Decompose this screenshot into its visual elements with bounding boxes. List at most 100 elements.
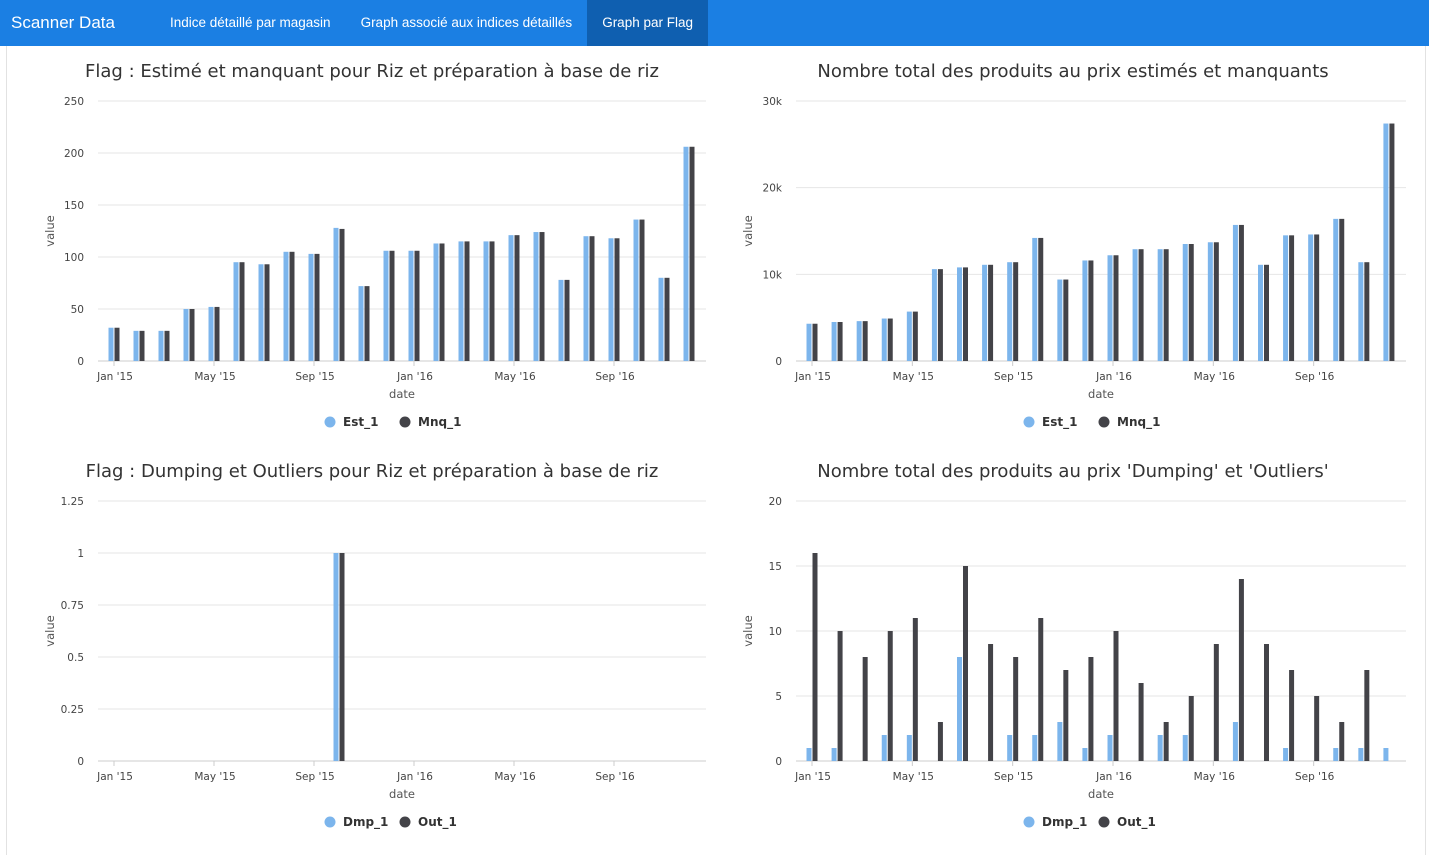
bar-Out_1-Jun '16	[1238, 579, 1244, 761]
chart-estime-manquant-riz: Flag : Estimé et manquant pour Riz et pr…	[43, 61, 706, 430]
bar-Mnq_1-Apr '15	[887, 318, 893, 361]
tab-graph-indices[interactable]: Graph associé aux indices détaillés	[360, 15, 573, 30]
bar-Out_1-May '16	[1213, 644, 1219, 761]
bar-Est_1-Aug '16	[583, 236, 589, 361]
y-tick-label: 1	[77, 548, 84, 560]
bar-Out_1-Sep '16	[1314, 696, 1320, 761]
bar-Dmp_1-May '15	[906, 735, 912, 761]
bar-Est_1-May '16	[508, 235, 514, 361]
legend-marker-Dmp_1	[324, 816, 336, 828]
x-tick-label: Sep '16	[1295, 771, 1335, 783]
bar-Mnq_1-Jun '16	[1238, 224, 1244, 361]
bar-Mnq_1-Sep '15	[314, 253, 320, 361]
bar-Est_1-Dec '15	[383, 250, 389, 361]
bar-Mnq_1-Aug '16	[1289, 235, 1295, 361]
bar-Dmp_1-Nov '16	[1358, 748, 1364, 761]
x-axis-title: date	[1088, 387, 1114, 401]
bar-Est_1-Apr '15	[183, 309, 189, 361]
bar-Est_1-Sep '16	[608, 238, 614, 361]
bar-Est_1-Feb '16	[1132, 249, 1138, 361]
bar-Out_1-Oct '15	[339, 553, 345, 761]
bar-Est_1-Nov '16	[1358, 262, 1364, 361]
bar-Est_1-Apr '16	[483, 241, 489, 361]
bar-Mnq_1-Aug '15	[289, 251, 295, 361]
bar-Mnq_1-Feb '15	[837, 322, 843, 361]
bar-Mnq_1-Nov '15	[1063, 279, 1069, 361]
bar-Mnq_1-Oct '16	[639, 219, 645, 361]
bar-Out_1-Jul '15	[963, 566, 968, 761]
bar-Est_1-Aug '15	[283, 251, 289, 361]
bar-Mnq_1-Dec '16	[689, 146, 695, 361]
bar-Est_1-Sep '15	[1007, 262, 1013, 361]
y-axis-title: value	[43, 615, 57, 646]
x-tick-label: May '15	[893, 771, 934, 783]
bar-Est_1-Dec '15	[1082, 260, 1088, 361]
bar-Mnq_1-Nov '15	[364, 286, 370, 361]
y-tick-label: 0.5	[67, 652, 84, 664]
bar-Est_1-Feb '15	[133, 330, 139, 361]
x-tick-label: Sep '15	[295, 371, 334, 383]
chart-title: Flag : Estimé et manquant pour Riz et pr…	[85, 61, 659, 82]
y-tick-label: 30k	[763, 96, 783, 108]
legend-label-Est_1: Est_1	[1042, 415, 1077, 430]
bar-Dmp_1-Oct '15	[1032, 735, 1038, 761]
y-tick-label: 0	[77, 756, 84, 768]
y-tick-label: 20k	[763, 183, 783, 195]
x-tick-label: Sep '15	[994, 371, 1033, 383]
bar-Est_1-May '15	[208, 306, 214, 361]
bar-Dmp_1-Mar '16	[1157, 735, 1163, 761]
x-tick-label: May '16	[1194, 771, 1236, 783]
y-tick-label: 0	[775, 356, 782, 368]
bar-Mnq_1-Dec '15	[389, 250, 395, 361]
top-navbar: Scanner Data Indice détaillé par magasin…	[0, 0, 1429, 46]
bar-Est_1-Dec '16	[1383, 123, 1389, 362]
bar-Est_1-Mar '16	[1157, 249, 1163, 361]
bar-Out_1-Apr '16	[1188, 696, 1194, 761]
bar-Out_1-May '15	[912, 618, 918, 761]
tab-indice-detaille[interactable]: Indice détaillé par magasin	[169, 15, 331, 30]
app-brand[interactable]: Scanner Data	[11, 13, 115, 32]
x-tick-label: Sep '16	[595, 371, 635, 383]
y-tick-label: 1.25	[61, 496, 84, 508]
bar-Est_1-Mar '15	[158, 330, 164, 361]
bar-Mnq_1-Jan '15	[114, 327, 120, 361]
chart-title: Nombre total des produits au prix estimé…	[817, 61, 1328, 82]
bar-Mnq_1-Mar '15	[862, 321, 868, 361]
bar-Out_1-Aug '16	[1289, 670, 1295, 761]
y-axis-title: value	[43, 215, 57, 246]
bar-Mnq_1-Feb '15	[139, 330, 145, 361]
bar-Mnq_1-Oct '16	[1339, 218, 1345, 361]
bar-Mnq_1-Oct '15	[1038, 237, 1044, 361]
bar-Mnq_1-Mar '16	[464, 241, 470, 361]
bar-Out_1-Jul '16	[1264, 644, 1269, 761]
bar-Mnq_1-Jul '15	[264, 264, 270, 361]
bar-Est_1-Nov '15	[1057, 279, 1063, 361]
tab-graph-par-flag[interactable]: Graph par Flag	[587, 0, 708, 46]
bar-Mnq_1-May '15	[912, 311, 918, 361]
bar-Est_1-Jan '16	[408, 250, 414, 361]
chart-dumping-outliers-riz: Flag : Dumping et Outliers pour Riz et p…	[43, 461, 706, 830]
legend-marker-Mnq_1	[399, 416, 411, 428]
bar-Dmp_1-Jan '15	[806, 748, 812, 761]
page-border-right	[1425, 46, 1426, 855]
y-axis-title: value	[741, 615, 755, 646]
x-tick-label: Jan '15	[96, 371, 133, 383]
y-axis-title: value	[741, 215, 755, 246]
y-tick-label: 250	[64, 96, 84, 108]
y-tick-label: 5	[775, 691, 782, 703]
bar-Mnq_1-Jan '16	[1113, 255, 1119, 361]
legend-marker-Out_1	[399, 816, 411, 828]
bar-Est_1-Mar '15	[856, 321, 862, 361]
bar-Mnq_1-Jun '15	[937, 269, 943, 361]
bar-Est_1-Jul '15	[957, 267, 962, 361]
bar-Est_1-Apr '15	[881, 318, 887, 361]
legend-label-Dmp_1: Dmp_1	[1042, 815, 1087, 830]
y-tick-label: 10	[769, 626, 782, 638]
bar-Mnq_1-Dec '16	[1389, 123, 1395, 362]
bar-Dmp_1-Sep '15	[1007, 735, 1013, 761]
bar-Out_1-Aug '15	[988, 644, 994, 761]
x-tick-label: May '15	[194, 371, 235, 383]
bar-Est_1-Jan '15	[806, 323, 812, 361]
bar-Mnq_1-Sep '16	[614, 238, 620, 361]
chart-total-dumping-outliers: Nombre total des produits au prix 'Dumpi…	[741, 461, 1406, 830]
